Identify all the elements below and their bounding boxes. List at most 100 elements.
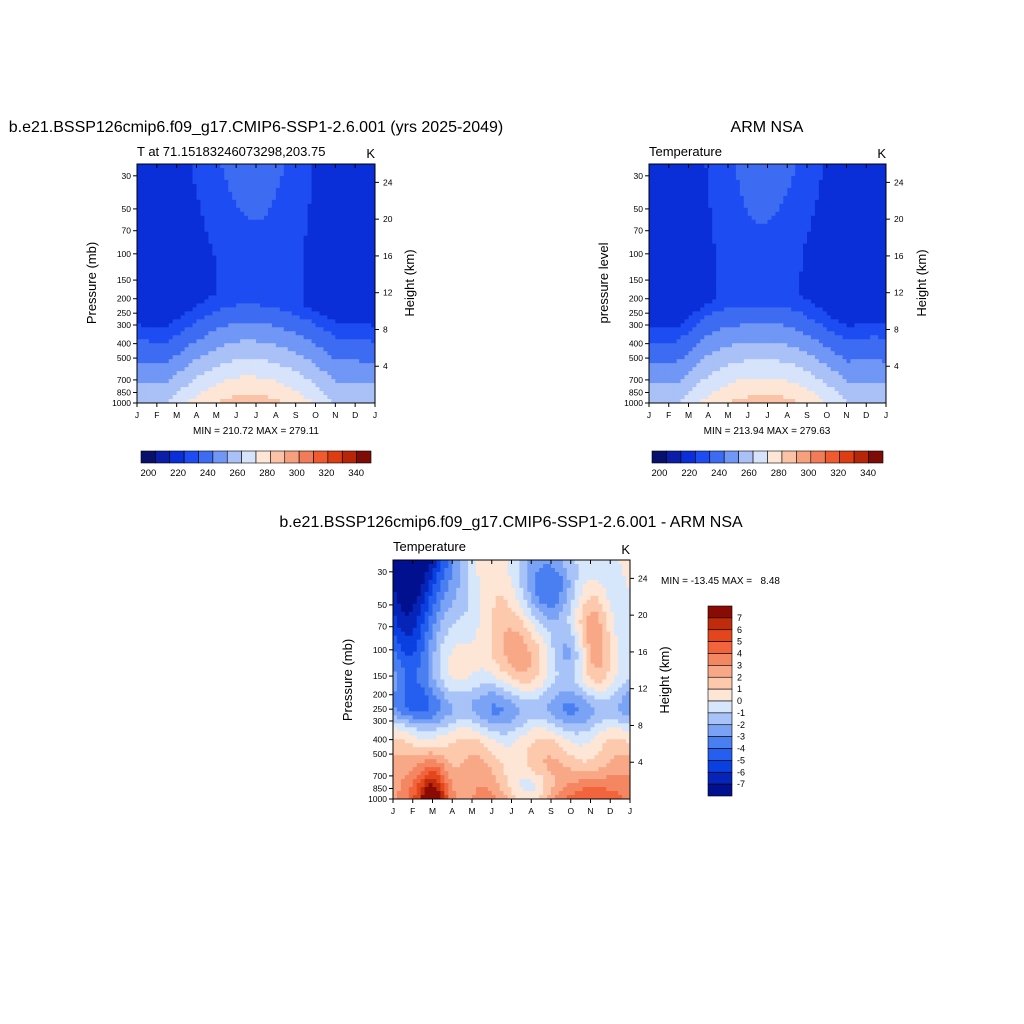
- contour-cell: [731, 235, 737, 241]
- contour-cell: [156, 215, 162, 221]
- contour-cell: [263, 203, 269, 209]
- contour-cell: [739, 231, 745, 237]
- contour-cell: [192, 319, 197, 324]
- contour-cell: [279, 223, 285, 229]
- contour-cell: [649, 199, 654, 205]
- contour-cell: [200, 227, 205, 233]
- contour-cell: [315, 291, 320, 296]
- contour-cell: [791, 195, 796, 201]
- contour-cell: [140, 207, 146, 213]
- contour-cell: [144, 251, 150, 257]
- contour-cell: [331, 191, 336, 197]
- contour-cell: [299, 343, 305, 348]
- contour-cell: [763, 179, 768, 185]
- contour-cell: [224, 299, 229, 304]
- contour-cell: [767, 199, 772, 205]
- contour-cell: [184, 227, 190, 233]
- contour-cell: [267, 179, 273, 185]
- contour-cell: [735, 187, 741, 193]
- contour-cell: [303, 179, 309, 185]
- contour-cell: [168, 303, 174, 308]
- contour-cell: [303, 303, 309, 308]
- contour-cell: [355, 215, 360, 221]
- contour-cell: [355, 251, 360, 257]
- contour-cell: [164, 383, 170, 388]
- contour-cell: [700, 183, 705, 189]
- contour-cell: [331, 239, 336, 245]
- contour-cell: [137, 319, 142, 324]
- contour-cell: [303, 295, 309, 300]
- contour-cell: [826, 215, 832, 221]
- contour-cell: [838, 175, 844, 181]
- contour-cell: [834, 179, 840, 185]
- contour-cell: [164, 379, 170, 384]
- contour-cell: [283, 211, 289, 217]
- contour-cell: [267, 339, 273, 344]
- contour-cell: [208, 307, 213, 312]
- contour-cell: [244, 195, 249, 201]
- contour-cell: [311, 275, 316, 281]
- contour-cell: [795, 223, 800, 229]
- contour-cell: [371, 195, 376, 201]
- contour-cell: [228, 291, 233, 296]
- contour-cell: [200, 251, 205, 257]
- contour-cell: [323, 323, 328, 328]
- contour-cell: [240, 227, 245, 233]
- contour-cell: [156, 315, 162, 320]
- colorbar-swatch: [155, 450, 171, 464]
- contour-cell: [323, 171, 328, 177]
- contour-cell: [303, 239, 309, 245]
- contour-cell: [196, 275, 201, 281]
- contour-cell: [755, 191, 761, 197]
- contour-cell: [291, 327, 297, 332]
- contour-cell: [830, 239, 836, 245]
- contour-cell: [271, 351, 277, 356]
- contour-cell: [751, 231, 757, 237]
- contour-cell: [716, 183, 721, 189]
- contour-cell: [244, 171, 249, 177]
- contour-cell: [660, 231, 666, 237]
- contour-cell: [652, 219, 658, 225]
- contour-cell: [759, 171, 765, 177]
- contour-cell: [244, 363, 249, 368]
- contour-cell: [882, 191, 887, 197]
- contour-cell: [252, 391, 257, 396]
- contour-cell: [267, 303, 273, 308]
- contour-cell: [307, 379, 313, 384]
- contour-cell: [244, 315, 249, 320]
- contour-cell: [220, 195, 225, 201]
- contour-cell: [688, 179, 693, 185]
- contour-cell: [355, 231, 360, 237]
- contour-cell: [168, 311, 174, 316]
- contour-cell: [156, 311, 162, 316]
- contour-cell: [279, 171, 285, 177]
- contour-cell: [862, 223, 867, 229]
- contour-cell: [763, 175, 768, 181]
- contour-cell: [148, 215, 154, 221]
- contour-cell: [660, 175, 666, 181]
- contour-cell: [720, 215, 725, 221]
- contour-cell: [850, 179, 855, 185]
- contour-cell: [156, 235, 162, 241]
- contour-cell: [315, 191, 320, 197]
- contour-cell: [672, 191, 678, 197]
- contour-cell: [311, 359, 316, 364]
- contour-cell: [279, 251, 285, 257]
- contour-cell: [660, 164, 666, 169]
- contour-cell: [799, 187, 804, 193]
- contour-cell: [137, 223, 142, 229]
- contour-cell: [144, 207, 150, 213]
- contour-cell: [176, 211, 182, 217]
- contour-cell: [323, 179, 328, 185]
- contour-cell: [152, 203, 158, 209]
- contour-cell: [708, 215, 713, 221]
- contour-cell: [232, 207, 237, 213]
- contour-cell: [188, 247, 194, 253]
- contour-cell: [259, 195, 265, 201]
- contour-cell: [664, 227, 670, 233]
- contour-cell: [263, 164, 269, 169]
- contour-cell: [196, 279, 201, 284]
- contour-cell: [291, 179, 297, 185]
- contour-cell: [204, 295, 209, 300]
- contour-cell: [156, 271, 162, 277]
